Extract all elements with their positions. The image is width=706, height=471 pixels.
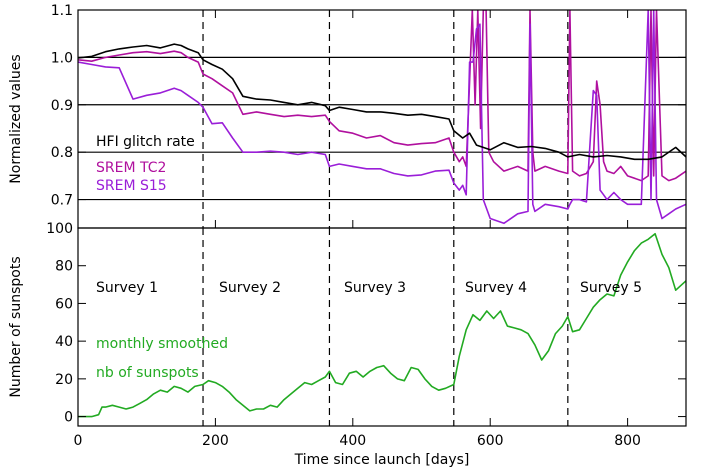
- survey-label-2: Survey 2: [219, 280, 281, 296]
- survey-label-1: Survey 1: [96, 280, 158, 296]
- annotation-top-2: SREM S15: [96, 178, 167, 194]
- ytick-label-bottom-4: 80: [55, 259, 73, 275]
- bottom-panel-sunspots: 0 20 40 60 80 100 0 200 400 600 800 Number of suns…: [8, 221, 686, 468]
- ytick-label-bottom-3: 60: [55, 296, 73, 312]
- ytick-label-top-0: 0.7: [51, 193, 73, 209]
- ytick-label-bottom-1: 20: [55, 372, 73, 388]
- y-axis-title-top: Normalized values: [8, 54, 24, 183]
- ytick-label-bottom-0: 0: [64, 410, 73, 426]
- series-annotations: HFI glitch rate SREM TC2 SREM S15: [96, 134, 195, 194]
- annotation-bottom-0: monthly smoothed: [96, 336, 228, 352]
- survey-label-4: Survey 4: [465, 280, 527, 296]
- survey-label-3: Survey 3: [344, 280, 406, 296]
- annotation-top-1: SREM TC2: [96, 160, 166, 176]
- xtick-label-2: 400: [339, 433, 366, 449]
- top-panel-normalized: 0.7 0.8 0.9 1.0 1.1 Normalized values HFI gl…: [8, 3, 686, 228]
- ytick-label-bottom-2: 40: [55, 334, 73, 350]
- xtick-label-1: 200: [202, 433, 229, 449]
- annotation-top-0: HFI glitch rate: [96, 134, 195, 150]
- series-annotations: monthly smoothed nb of sunspots: [96, 336, 228, 381]
- survey-boundaries: [202, 10, 569, 228]
- ytick-label-top-1: 0.8: [51, 145, 73, 161]
- series-lines: [78, 232, 686, 418]
- ticks: 0 20 40 60 80 100 0 200 400 600 800: [46, 221, 686, 449]
- annotation-bottom-1: nb of sunspots: [96, 365, 199, 381]
- ytick-label-bottom-5: 100: [46, 221, 73, 237]
- y-axis-title-bottom: Number of sunspots: [8, 256, 24, 397]
- ytick-label-top-3: 1.0: [51, 50, 73, 66]
- survey-label-5: Survey 5: [580, 280, 642, 296]
- xtick-label-3: 600: [477, 433, 504, 449]
- xtick-label-0: 0: [74, 433, 83, 449]
- series-line-0: [78, 43, 686, 161]
- bottom-plot-frame: [77, 227, 687, 427]
- series-line-1: [78, 10, 686, 182]
- survey-boundaries: [202, 228, 569, 426]
- x-axis-title: Time since launch [days]: [294, 452, 470, 468]
- ytick-label-top-4: 1.1: [51, 3, 73, 19]
- series-line-2: [78, 10, 686, 225]
- y-ticks: 0.7 0.8 0.9 1.0 1.1: [51, 3, 686, 228]
- series-lines: [78, 10, 686, 225]
- reference-lines: [78, 56, 686, 201]
- ytick-label-top-2: 0.9: [51, 98, 73, 114]
- series-line-0: [78, 232, 686, 418]
- xtick-label-4: 800: [614, 433, 641, 449]
- survey-labels: Survey 1 Survey 2 Survey 3 Survey 4 Survey 5: [96, 280, 642, 296]
